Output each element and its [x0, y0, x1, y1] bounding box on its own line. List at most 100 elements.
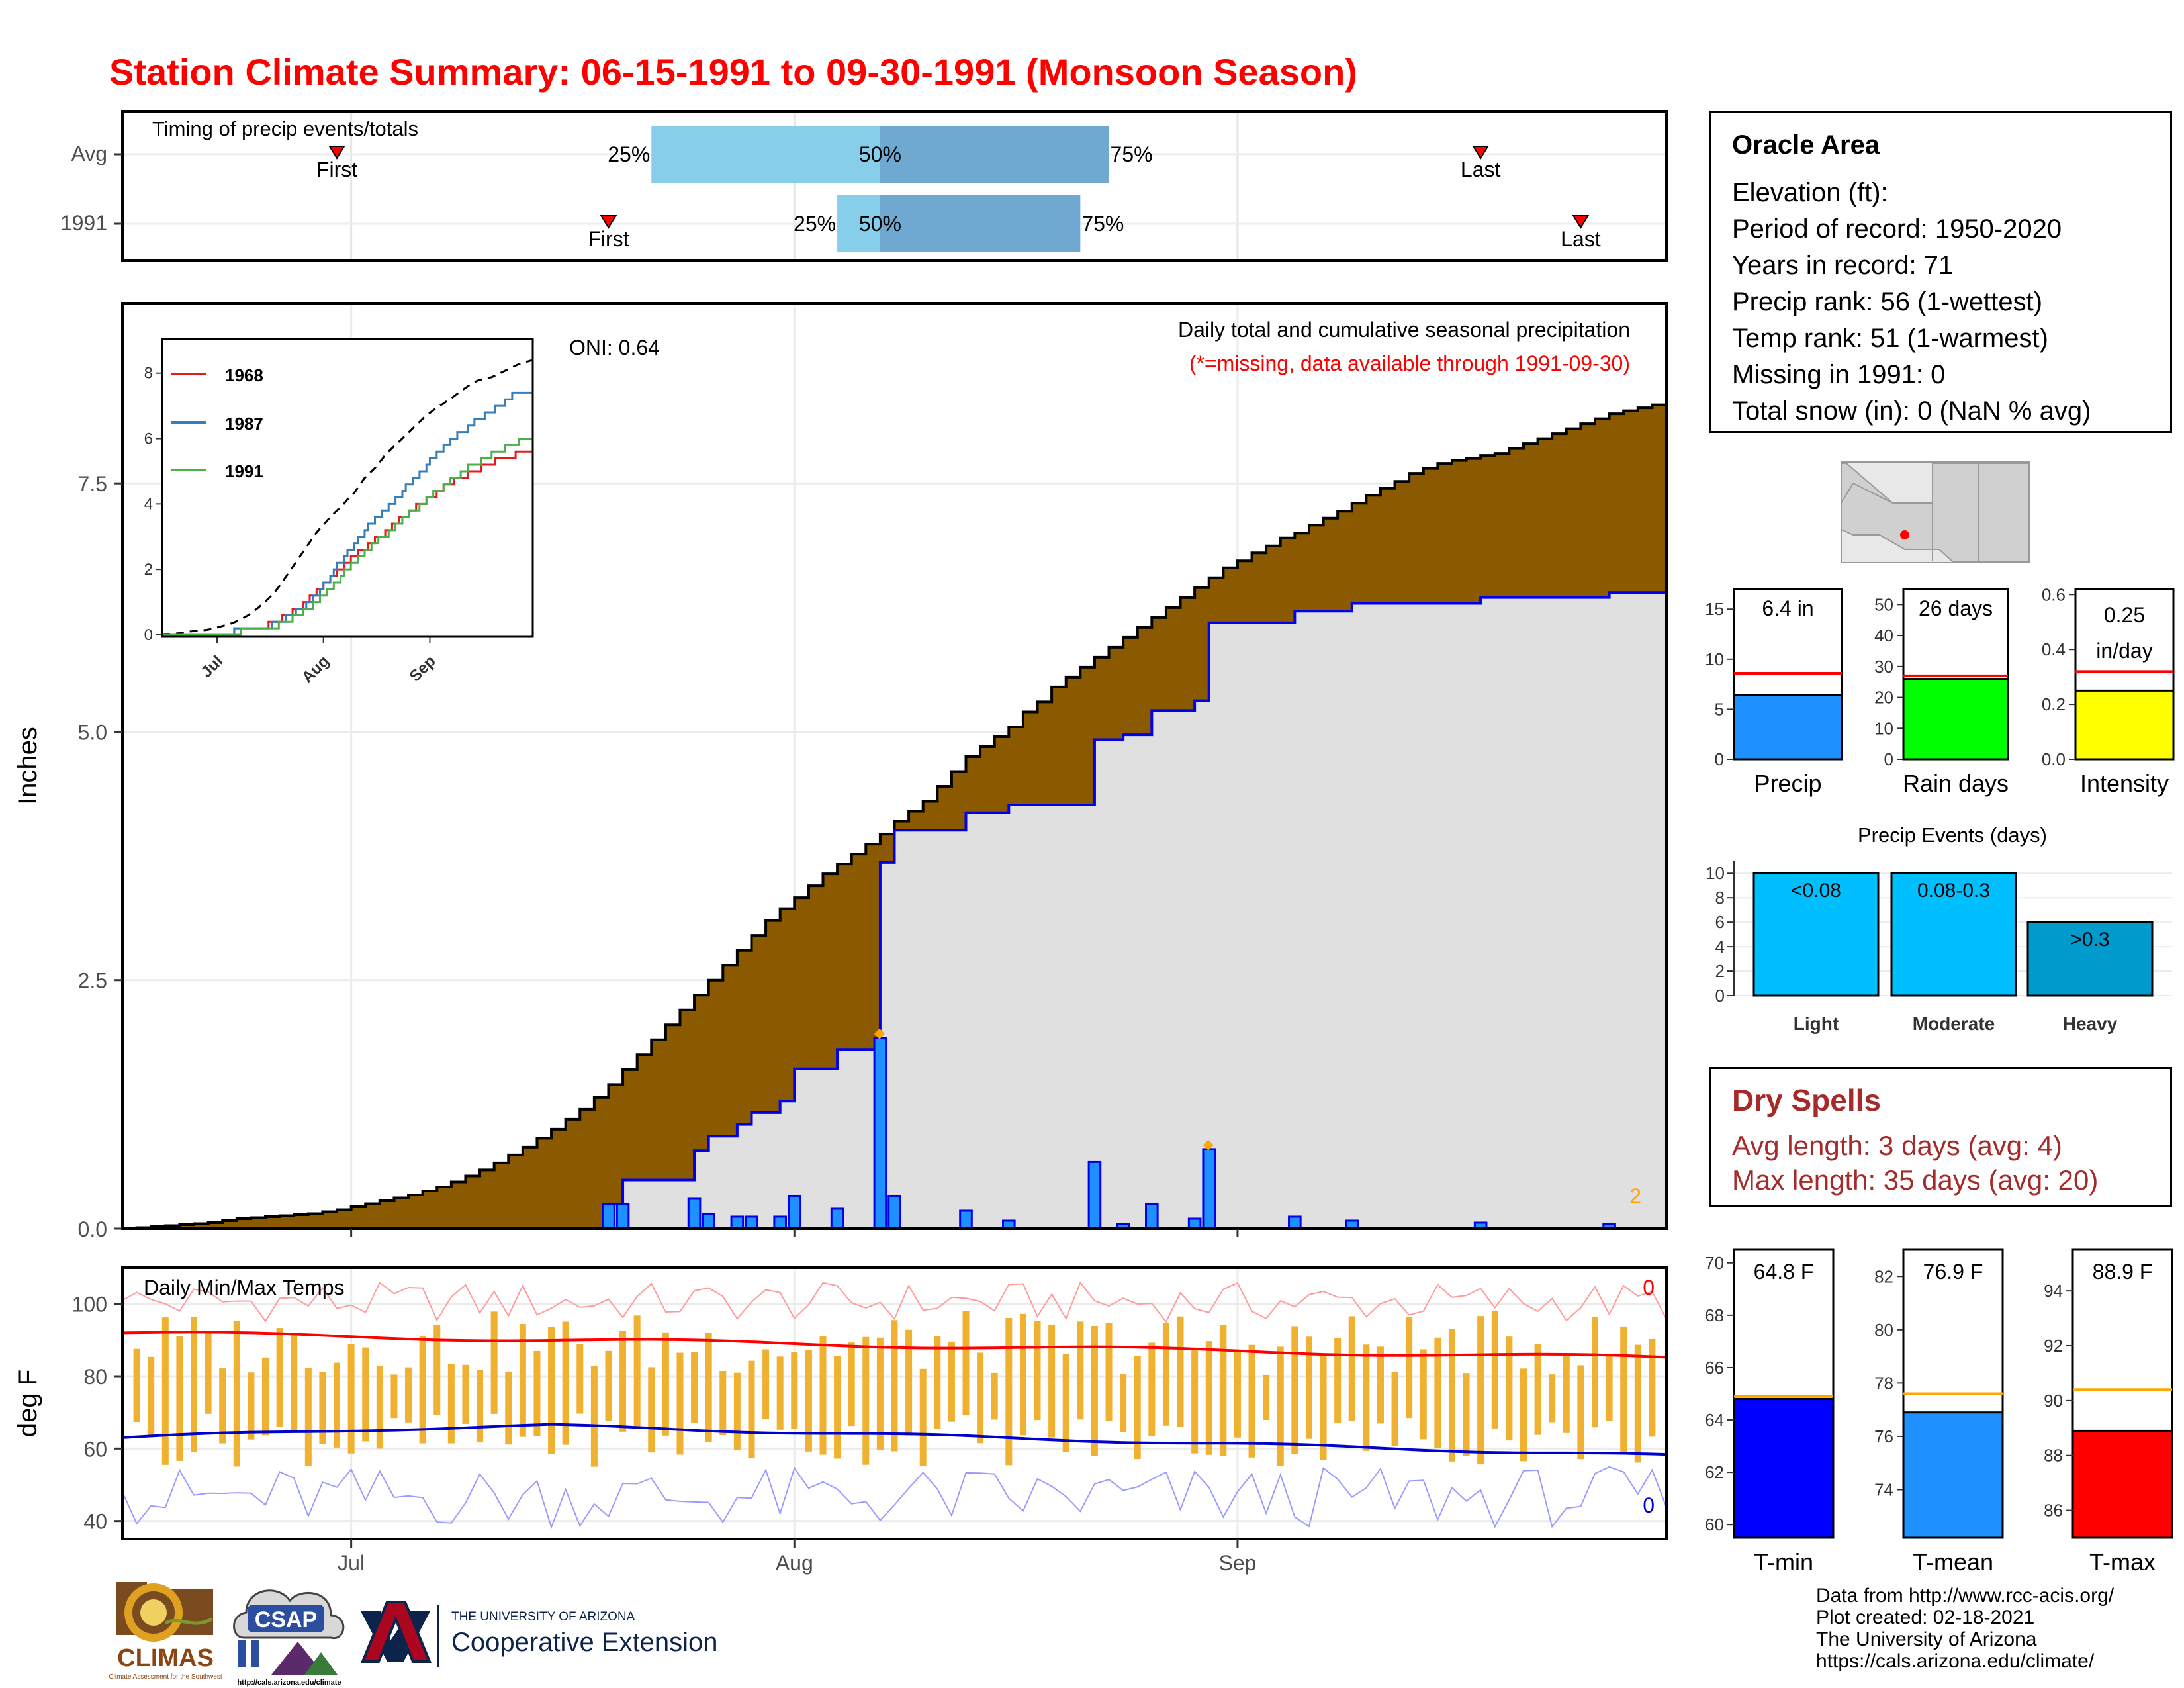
daily-temp-bar-34 [605, 1350, 612, 1421]
inset-ytick-label-0: 0 [144, 626, 153, 644]
tmean-ytick-label-1: 76 [1874, 1427, 1893, 1446]
precip-ytick-label-0: 0 [1715, 749, 1724, 769]
daily-temp-bar-97 [1506, 1336, 1513, 1441]
rain_days-label: Rain days [1903, 770, 2009, 797]
tmax-bar [2071, 1429, 2173, 1539]
daily-temp-bar-21 [419, 1335, 426, 1444]
temp-ytick-label-2: 80 [83, 1365, 107, 1389]
tmean-value: 76.9 F [1923, 1260, 1983, 1284]
tmax-ytick-label-4: 94 [2044, 1281, 2063, 1301]
tmin-ytick-label-1: 62 [1705, 1462, 1724, 1482]
logo-climas: CLIMAS Climate Assessment for the Southw… [109, 1582, 222, 1681]
daily-temp-bar-33 [590, 1366, 598, 1467]
events-ytick-label-2: 4 [1715, 937, 1725, 957]
daily-temp-bar-29 [533, 1350, 541, 1436]
daily-temp-bar-47 [791, 1352, 798, 1429]
daily-precip-bar-15 [1145, 1202, 1159, 1230]
daily-temp-bar-73 [1162, 1323, 1169, 1426]
precip-panel: 0.0 2.5 5.0 7.5 Inches ONI: 0.64 Daily tota… [13, 302, 1668, 1241]
daily-temp-bar-9 [248, 1372, 255, 1440]
daily-temp-bar-94 [1463, 1373, 1470, 1456]
temp-ylabel: deg F [13, 1370, 42, 1437]
temp-panel: Daily Min/Max Temps 0 0 40 60 80 100 Jul Aug… [13, 1266, 1668, 1575]
daily-precip-bar-18 [1288, 1215, 1302, 1230]
tmin-value: 64.8 F [1754, 1260, 1814, 1284]
temp-y-axis: 40 60 80 100 [72, 1293, 122, 1534]
daily-temp-bar-30 [548, 1327, 555, 1454]
record-max-line [122, 1281, 1667, 1323]
daily-temp-bar-62 [1005, 1317, 1013, 1466]
daily-temp-bar-87 [1363, 1344, 1370, 1451]
daily-temp-bar-48 [805, 1350, 812, 1452]
daily-temp-bar-84 [1320, 1355, 1327, 1460]
daily-temp-bar-46 [776, 1356, 784, 1430]
credit-created: Plot created: 02-18-2021 [1816, 1607, 2035, 1628]
daily-temp-bar-19 [390, 1374, 398, 1419]
events-bar-1 [1890, 872, 2017, 997]
summary-bar-charts: 0 5 10 15 6.4 in Precip 0 10 20 30 40 50 26 days Rain… [1705, 585, 2175, 797]
temp-x-axis: Jul Aug Sep [338, 1539, 1256, 1575]
daily-temp-bar-69 [1105, 1323, 1113, 1421]
daily-temp-bar-10 [262, 1357, 269, 1436]
credit-url: https://cals.arizona.edu/climate/ [1816, 1650, 2095, 1672]
intensity-bar [2074, 689, 2175, 761]
events-bar-label-2: >0.3 [2070, 929, 2109, 951]
daily-temp-bar-44 [748, 1360, 755, 1459]
tmax-ytick-label-2: 90 [2044, 1391, 2063, 1411]
daily-temp-bar-50 [834, 1356, 841, 1459]
timing-avg-first-label: First [316, 158, 357, 181]
daily-temp-bar-20 [405, 1367, 412, 1423]
events-bar-label-1: 0.08-0.3 [1917, 880, 1990, 902]
timing-avg-p25-label: 25% [608, 142, 650, 166]
precip-ylabel: Inches [13, 727, 42, 805]
daily-temp-bar-27 [505, 1371, 512, 1445]
events-category-1: Moderate [1913, 1013, 1995, 1034]
daily-temp-bar-5 [191, 1317, 198, 1452]
daily-temp-bar-102 [1577, 1365, 1584, 1460]
daily-temp-bar-85 [1334, 1338, 1342, 1423]
events-category-2: Heavy [2063, 1013, 2118, 1034]
inset-series-1991 [162, 438, 533, 636]
daily-temp-bar-52 [862, 1336, 870, 1465]
rain_days-bar [1902, 678, 2009, 761]
tmin-ytick-label-5: 70 [1705, 1253, 1724, 1273]
inset-legend: 1968 1987 1991 [171, 365, 263, 481]
daily-temp-bar-67 [1077, 1321, 1084, 1420]
daily-temp-bar-14 [319, 1372, 326, 1444]
timing-1991-bar-25-50 [837, 195, 880, 252]
tmax-ytick-label-3: 92 [2044, 1336, 2063, 1356]
tmin-ytick-label-4: 68 [1705, 1305, 1724, 1325]
precip-ytick-label-3: 15 [1705, 599, 1724, 619]
figure-title: Station Climate Summary: 06-15-1991 to 0… [109, 51, 1357, 93]
daily-temp-bar-65 [1048, 1324, 1056, 1438]
daily-temp-bar-88 [1377, 1346, 1384, 1424]
precip-ytick-label-3: 7.5 [78, 472, 107, 496]
ua-name: THE UNIVERSITY OF ARIZONA [451, 1610, 635, 1624]
events-title: Precip Events (days) [1858, 823, 2047, 847]
daily-temp-bar-28 [519, 1324, 526, 1437]
tmin-ytick-label-3: 66 [1705, 1358, 1724, 1378]
daily-temp-bar-58 [948, 1341, 955, 1422]
daily-temp-bar-99 [1534, 1344, 1541, 1435]
daily-temp-bar-16 [347, 1344, 355, 1454]
events-ytick-label-0: 0 [1715, 986, 1725, 1006]
daily-temp-bar-12 [291, 1335, 298, 1432]
station-snow: Total snow (in): 0 (NaN % avg) [1732, 397, 2091, 426]
daily-temp-bar-106 [1634, 1344, 1641, 1463]
timing-1991-p25-label: 25% [794, 212, 836, 236]
events-bars: 0 2 4 6 8 10 <0.08 Light 0.08-0.3 Moderate >0.3 Hea… [1706, 861, 2172, 1034]
dry-spells-max: Max length: 35 days (avg: 20) [1732, 1164, 2099, 1196]
daily-temp-bar-55 [905, 1329, 913, 1436]
timing-1991-p75-label: 75% [1081, 212, 1124, 236]
events-chart: Precip Events (days) 0 2 4 6 8 10 <0.08 Light 0.… [1706, 823, 2172, 1034]
daily-temp-bar-76 [1205, 1341, 1212, 1455]
daily-temp-bar-71 [1134, 1356, 1141, 1460]
daily-temp-bar-6 [205, 1331, 212, 1414]
intensity-value-2: in/day [2096, 639, 2152, 663]
daily-temp-bar-77 [1220, 1325, 1227, 1456]
daily-temp-bar-43 [733, 1372, 741, 1450]
events-bar-label-0: <0.08 [1791, 880, 1841, 902]
temp-frame [121, 1266, 1668, 1540]
intensity-label: Intensity [2080, 770, 2169, 797]
tmean-ytick-label-3: 80 [1874, 1320, 1893, 1340]
